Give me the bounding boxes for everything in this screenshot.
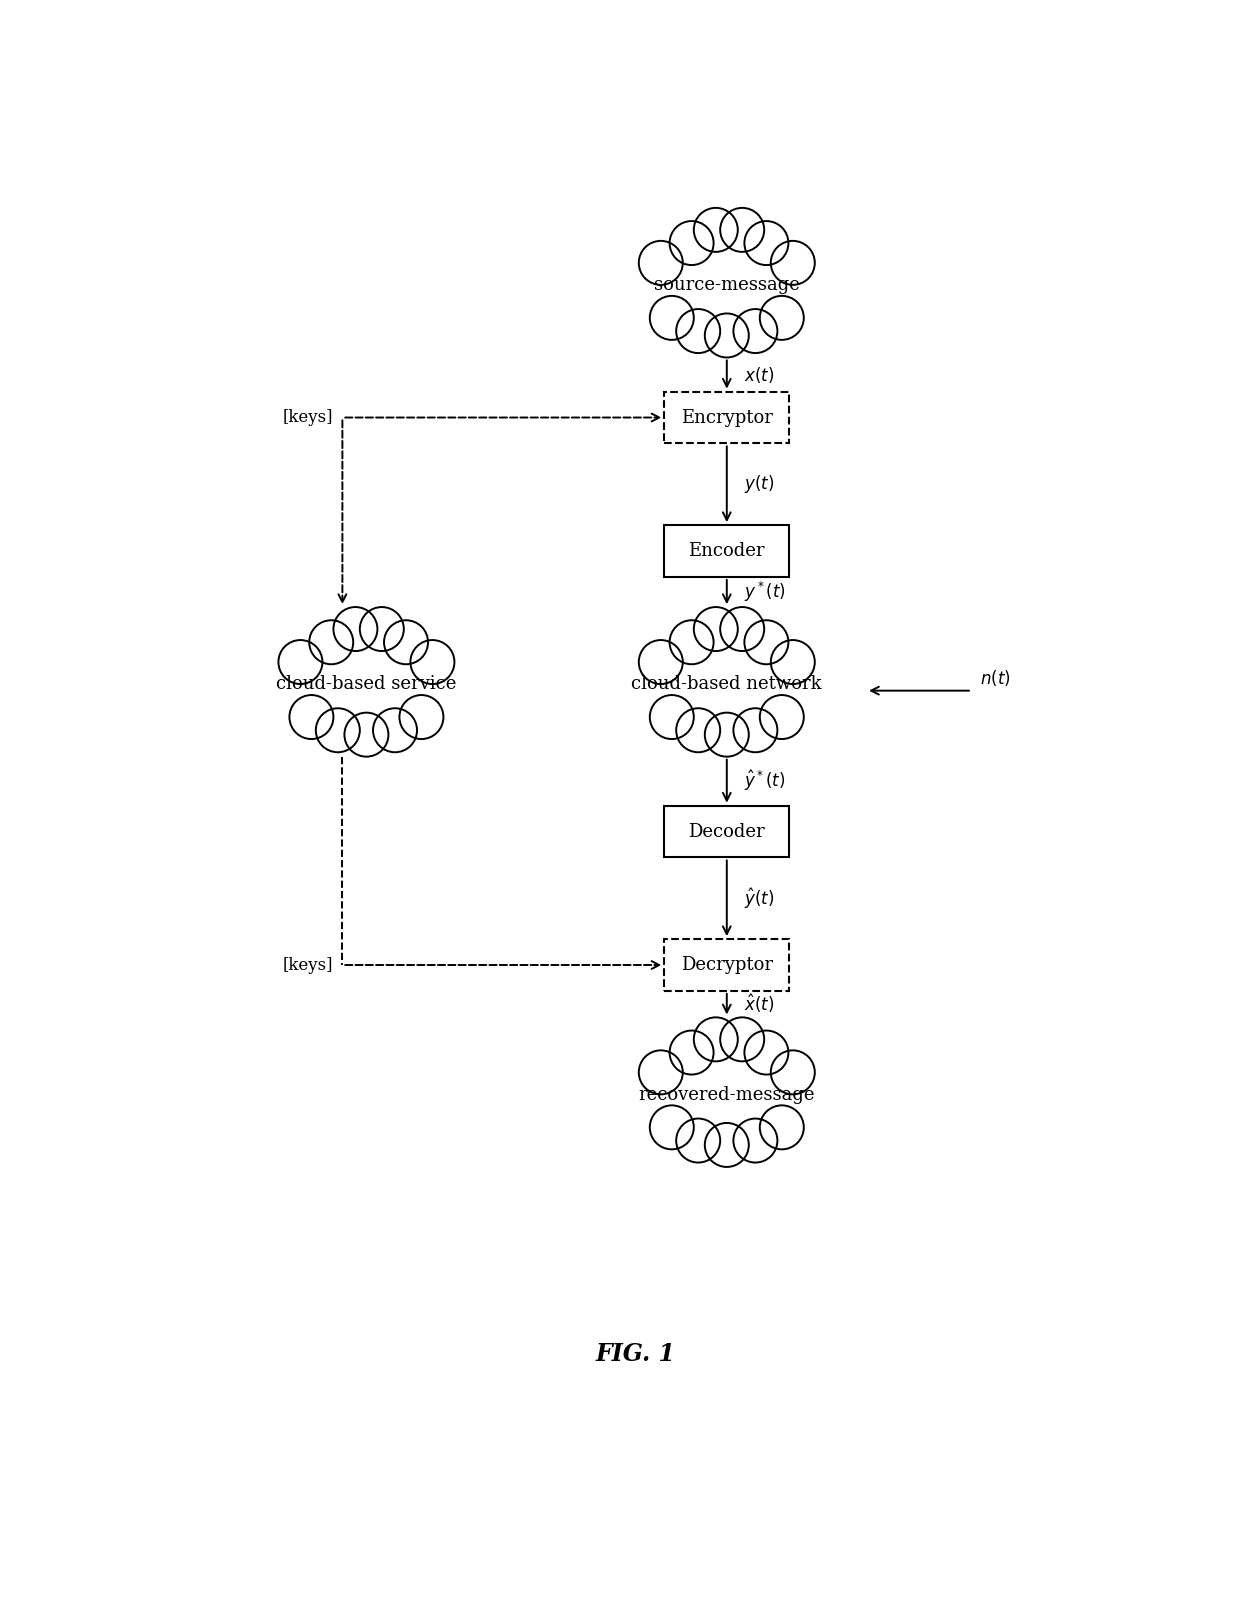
Text: $n(t)$: $n(t)$ <box>980 668 1011 689</box>
Ellipse shape <box>676 1119 720 1162</box>
Text: $y(t)$: $y(t)$ <box>744 473 775 496</box>
Ellipse shape <box>694 607 738 652</box>
Text: [keys]: [keys] <box>283 409 332 425</box>
Ellipse shape <box>771 241 815 284</box>
Ellipse shape <box>373 708 417 753</box>
Ellipse shape <box>650 295 694 340</box>
Ellipse shape <box>760 295 804 340</box>
Text: $\hat{y}^*(t)$: $\hat{y}^*(t)$ <box>744 769 785 793</box>
Ellipse shape <box>771 1050 815 1095</box>
Text: Encryptor: Encryptor <box>681 409 773 427</box>
Bar <box>665 525 789 576</box>
Ellipse shape <box>334 607 377 652</box>
Text: [keys]: [keys] <box>283 957 332 974</box>
Ellipse shape <box>639 241 683 284</box>
Ellipse shape <box>771 640 815 684</box>
Ellipse shape <box>694 209 738 252</box>
Text: $\hat{x}(t)$: $\hat{x}(t)$ <box>744 993 775 1016</box>
Ellipse shape <box>279 640 322 684</box>
Text: cloud-based network: cloud-based network <box>631 676 822 693</box>
Ellipse shape <box>410 640 454 684</box>
Ellipse shape <box>639 640 683 684</box>
Ellipse shape <box>650 1106 694 1149</box>
Ellipse shape <box>733 310 777 353</box>
Text: Encoder: Encoder <box>688 542 765 560</box>
Ellipse shape <box>744 620 789 664</box>
Ellipse shape <box>704 313 749 358</box>
Text: $\hat{y}(t)$: $\hat{y}(t)$ <box>744 886 775 910</box>
Ellipse shape <box>720 607 764 652</box>
Ellipse shape <box>760 695 804 738</box>
Ellipse shape <box>676 310 720 353</box>
Ellipse shape <box>704 1124 749 1167</box>
Bar <box>665 392 789 443</box>
Ellipse shape <box>316 708 360 753</box>
Bar <box>665 806 789 857</box>
Text: Decryptor: Decryptor <box>681 957 773 974</box>
Ellipse shape <box>639 1050 683 1095</box>
Ellipse shape <box>704 713 749 756</box>
Ellipse shape <box>309 620 353 664</box>
Ellipse shape <box>720 1018 764 1061</box>
Ellipse shape <box>399 695 444 738</box>
Text: FIG. 1: FIG. 1 <box>595 1342 676 1366</box>
Ellipse shape <box>744 221 789 265</box>
Ellipse shape <box>345 713 388 756</box>
Ellipse shape <box>289 695 334 738</box>
Ellipse shape <box>744 1030 789 1075</box>
Text: source-message: source-message <box>653 276 800 294</box>
Ellipse shape <box>720 209 764 252</box>
Text: recovered-message: recovered-message <box>639 1085 815 1104</box>
Ellipse shape <box>694 1018 738 1061</box>
Ellipse shape <box>670 1030 713 1075</box>
Ellipse shape <box>676 708 720 753</box>
Ellipse shape <box>670 620 713 664</box>
Text: cloud-based service: cloud-based service <box>277 676 456 693</box>
Ellipse shape <box>760 1106 804 1149</box>
Ellipse shape <box>670 221 713 265</box>
Ellipse shape <box>360 607 404 652</box>
Ellipse shape <box>733 1119 777 1162</box>
Text: $x(t)$: $x(t)$ <box>744 364 775 385</box>
Text: $y^*(t)$: $y^*(t)$ <box>744 579 786 603</box>
Text: Decoder: Decoder <box>688 822 765 841</box>
Ellipse shape <box>733 708 777 753</box>
Ellipse shape <box>650 695 694 738</box>
Bar <box>665 939 789 990</box>
Ellipse shape <box>384 620 428 664</box>
